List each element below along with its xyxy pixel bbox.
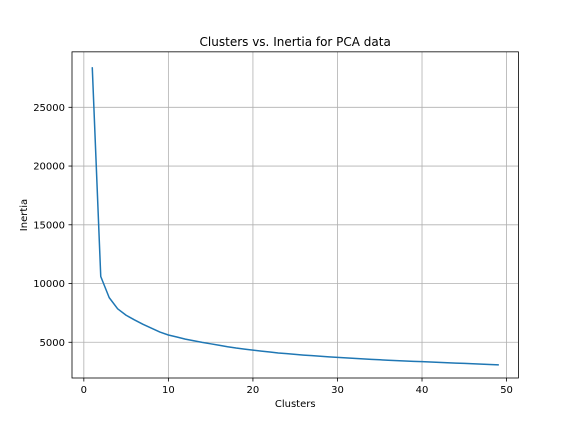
y-tick-label: 15000 bbox=[33, 220, 65, 231]
x-tick-label: 50 bbox=[500, 385, 513, 396]
x-tick-label: 0 bbox=[81, 385, 87, 396]
grid bbox=[72, 51, 519, 378]
plot-area bbox=[91, 67, 499, 366]
x-axis-label: Clusters bbox=[275, 399, 316, 410]
x-tick-label: 30 bbox=[331, 385, 344, 396]
y-axis-label: Inertia bbox=[19, 199, 30, 231]
axes-frame bbox=[71, 51, 519, 379]
chart-title: Clusters vs. Inertia for PCA data bbox=[200, 35, 391, 49]
y-tick-label: 5000 bbox=[40, 338, 65, 349]
y-tick-label: 25000 bbox=[33, 103, 65, 114]
y-tick-label: 20000 bbox=[33, 162, 65, 173]
y-tick-label: 10000 bbox=[33, 279, 65, 290]
x-tick-label: 40 bbox=[416, 385, 429, 396]
x-tick-label: 10 bbox=[162, 385, 175, 396]
x-tick-label: 20 bbox=[247, 385, 260, 396]
inertia-series-line bbox=[91, 67, 499, 366]
ticks: 0 10 20 30 40 50 5000 10000 15000 20000 25000 bbox=[33, 103, 513, 396]
